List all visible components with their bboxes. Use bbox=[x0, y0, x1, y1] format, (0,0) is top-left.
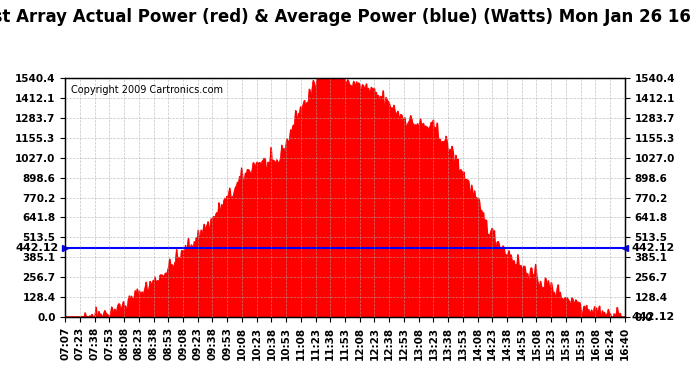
Text: East Array Actual Power (red) & Average Power (blue) (Watts) Mon Jan 26 16:49: East Array Actual Power (red) & Average … bbox=[0, 8, 690, 26]
Text: 442.12: 442.12 bbox=[632, 312, 675, 322]
Text: 442.12: 442.12 bbox=[632, 243, 675, 254]
Text: 442.12: 442.12 bbox=[15, 243, 58, 254]
Text: Copyright 2009 Cartronics.com: Copyright 2009 Cartronics.com bbox=[71, 86, 223, 95]
